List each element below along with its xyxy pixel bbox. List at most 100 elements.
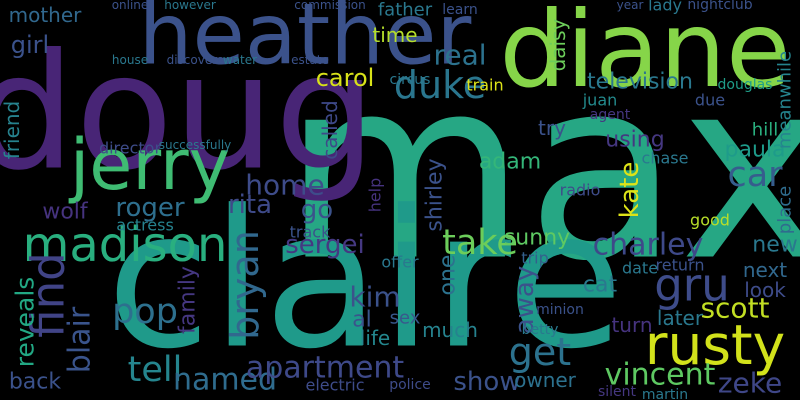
word: show <box>453 367 520 397</box>
word: discovers <box>167 53 224 67</box>
word: successfully <box>159 138 232 152</box>
word: sergei <box>285 230 365 260</box>
word: year <box>617 0 644 12</box>
word: much <box>422 318 478 342</box>
word: estate <box>291 53 329 67</box>
word: electric <box>305 376 364 395</box>
word: try <box>538 116 566 140</box>
word: commission <box>294 0 365 12</box>
word: director <box>99 139 162 158</box>
word: blair <box>63 306 98 373</box>
word: roger <box>115 193 185 223</box>
word: heather <box>139 0 472 85</box>
word: jerry <box>68 124 230 206</box>
word: lady <box>648 0 682 15</box>
word: zeke <box>718 367 782 400</box>
word: find <box>22 252 75 337</box>
word: madison <box>23 217 228 273</box>
word: daisy <box>546 18 570 71</box>
word: away <box>510 266 540 335</box>
word: actress <box>116 216 174 235</box>
word: al <box>352 308 372 333</box>
word: family <box>176 266 201 334</box>
word: water <box>223 53 257 67</box>
word: tell <box>128 350 183 390</box>
word: kate <box>615 162 645 219</box>
word: place <box>775 186 796 234</box>
word: wolf <box>42 200 89 225</box>
word: real <box>433 39 486 72</box>
word: radio <box>560 181 601 200</box>
word: track <box>290 223 331 242</box>
word: mother <box>9 3 83 27</box>
word: silent <box>598 384 637 400</box>
word: charley <box>593 228 704 263</box>
word: sunny <box>504 226 570 251</box>
word: television <box>587 70 693 95</box>
word: diane <box>499 0 790 111</box>
word: go <box>301 195 333 225</box>
word: hill <box>752 120 778 141</box>
word: agent <box>590 107 631 123</box>
word: get <box>509 330 571 374</box>
word: later <box>657 306 704 330</box>
word: martin <box>642 387 688 400</box>
word: good <box>690 211 730 230</box>
word: rita <box>228 190 272 220</box>
word: duke <box>394 63 486 107</box>
word: carol <box>316 64 375 92</box>
word: named <box>173 363 277 398</box>
word: bryan <box>223 230 267 340</box>
word: turn <box>611 313 652 337</box>
word: look <box>744 278 786 302</box>
word: online <box>112 0 149 12</box>
word: police <box>389 377 431 393</box>
word: juan <box>582 91 618 110</box>
word: adam <box>479 150 541 175</box>
word: one <box>436 255 461 296</box>
word: pop <box>112 292 178 332</box>
word: called <box>318 100 342 159</box>
word: cat <box>583 273 618 298</box>
word: circus <box>390 72 431 88</box>
word: date <box>622 259 658 278</box>
word: however <box>164 0 216 12</box>
word: max <box>283 25 800 316</box>
word: new <box>752 233 797 258</box>
word: house <box>112 53 148 67</box>
word: time <box>372 23 417 47</box>
word: father <box>378 0 433 21</box>
word: doug <box>0 19 376 206</box>
word: return <box>656 256 705 275</box>
word: sex <box>390 308 421 329</box>
word: minion <box>536 302 584 318</box>
word: home <box>245 169 324 202</box>
word: gru <box>654 259 730 312</box>
word: back <box>9 370 62 395</box>
word: using <box>605 128 664 153</box>
word: friend <box>0 101 24 160</box>
word: car <box>727 155 783 195</box>
word: chase <box>642 149 689 168</box>
word: due <box>695 91 725 110</box>
word: vincent <box>605 358 716 393</box>
word: paula <box>725 138 786 163</box>
word: shirley <box>423 158 448 231</box>
word: learn <box>442 2 477 18</box>
word: offer <box>381 253 419 272</box>
word: apartment <box>246 351 405 386</box>
word: owner <box>514 368 577 392</box>
word: kim <box>349 281 400 314</box>
word: rusty <box>645 313 785 377</box>
word: girl <box>11 31 49 59</box>
word: betty <box>522 322 559 338</box>
word: scott <box>700 292 769 325</box>
word: meanwhile <box>775 51 796 149</box>
word: douglas <box>718 77 773 93</box>
word: take <box>442 223 518 263</box>
word: help <box>366 178 385 213</box>
word: reveals <box>11 277 40 368</box>
word: life <box>360 326 390 350</box>
